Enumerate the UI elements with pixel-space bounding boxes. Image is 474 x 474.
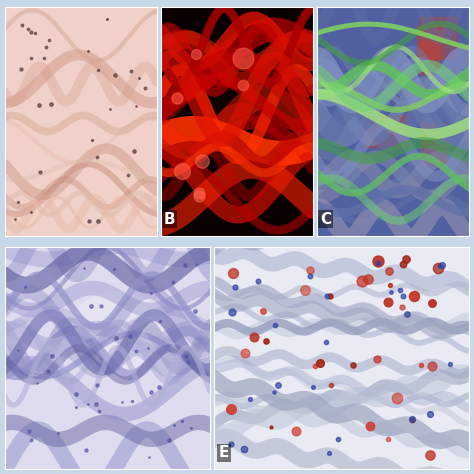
FancyBboxPatch shape: [364, 115, 409, 148]
FancyBboxPatch shape: [416, 25, 445, 60]
FancyBboxPatch shape: [421, 123, 448, 165]
FancyBboxPatch shape: [419, 17, 458, 61]
Text: C: C: [320, 212, 331, 227]
Text: B: B: [164, 212, 175, 227]
FancyBboxPatch shape: [419, 41, 441, 76]
Text: E: E: [219, 446, 229, 460]
Ellipse shape: [66, 292, 169, 381]
